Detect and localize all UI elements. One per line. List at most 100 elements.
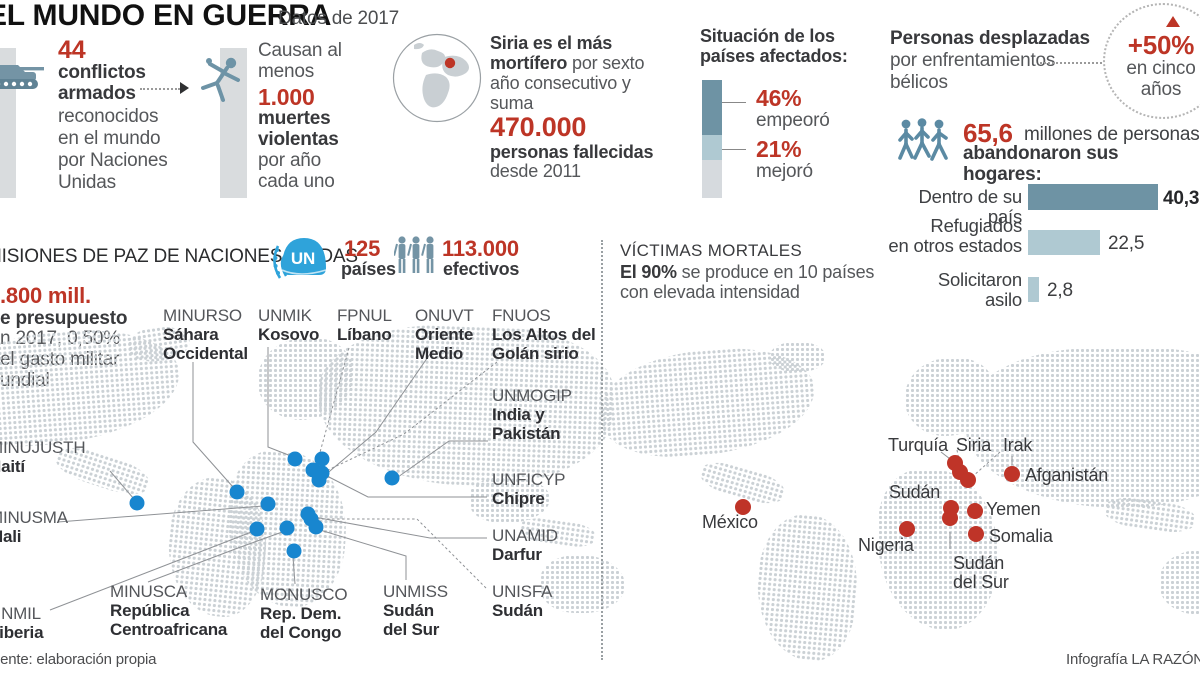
deaths-value: 1.000 xyxy=(258,84,315,110)
mission-label-unmogip: UNMOGIP India y Pakistán xyxy=(492,386,572,443)
tank-icon xyxy=(0,58,46,100)
situation-better-label: mejoró xyxy=(756,161,813,182)
mission-label-unisfa: UNISFA Sudán xyxy=(492,582,552,620)
mission-label-minurso: MINURSO Sáhara Occidental xyxy=(163,306,248,363)
mission-place: Oriente Medio xyxy=(415,325,474,363)
mission-label-fpnul: FPNUL Líbano xyxy=(337,306,392,344)
mission-place: India y Pakistán xyxy=(492,405,561,443)
victim-label-nigeria: Nigeria xyxy=(858,535,914,555)
bar-value-refugees: 22,5 xyxy=(1108,233,1145,254)
un-helmet-label: UN xyxy=(291,249,315,268)
peace-troops-value: 113.000 xyxy=(442,236,519,261)
situation-stacked-bar xyxy=(702,80,722,198)
syria-deaths-since: desde 2011 xyxy=(490,161,581,181)
mission-code: UNMOGIP xyxy=(492,386,572,405)
badge-circle xyxy=(1103,3,1200,119)
syria-deaths-value: 470.000 xyxy=(490,112,587,142)
increase-triangle-icon xyxy=(1166,16,1180,27)
situation-better-value: 21% xyxy=(756,136,802,162)
mission-label-monusco: MONUSCO Rep. Dem. del Congo xyxy=(260,585,348,642)
mission-label-onuvt: ONUVT Oriente Medio xyxy=(415,306,474,363)
situation-worse-value: 46% xyxy=(756,85,802,111)
bar-internal xyxy=(1028,184,1158,210)
mission-code: MINURSO xyxy=(163,306,242,325)
budget-label-bold: e presupuesto xyxy=(0,308,128,329)
continent-blob xyxy=(1160,550,1200,615)
budget-value: .800 mill. xyxy=(0,283,91,308)
badge-label: en cinco años xyxy=(1126,58,1196,100)
continent-blob xyxy=(878,470,998,630)
badge-value: +50% xyxy=(1127,30,1195,60)
victims-body-bold: El 90% xyxy=(620,262,677,282)
mission-label-unmiss: UNMISS Sudán del Sur xyxy=(383,582,448,639)
mission-place: República Centroafricana xyxy=(110,601,228,639)
mission-code: MONUSCO xyxy=(260,585,348,604)
syria-deaths-label: personas fallecidas xyxy=(490,142,654,162)
peace-countries-label: países xyxy=(341,259,396,279)
peace-countries-value: 125 xyxy=(344,236,381,261)
mission-place: Darfur xyxy=(492,545,542,564)
arrow-head-icon xyxy=(180,82,189,94)
mission-label-unamid: UNAMID Darfur xyxy=(492,526,558,564)
displaced-title: Personas desplazadas xyxy=(890,28,1090,49)
mission-place: Kosovo xyxy=(258,325,320,344)
peace-troops-label: efectivos xyxy=(443,259,520,279)
mission-place: Sáhara Occidental xyxy=(163,325,248,363)
mission-place: Chipre xyxy=(492,489,545,508)
conflicts-label-rest: reconocidos en el mundo por Naciones Uni… xyxy=(58,106,168,193)
bar-label-asylum: Solicitaron asilo xyxy=(937,269,1022,310)
displaced-subtitle: por enfrentamientos bélicos xyxy=(890,50,1056,93)
section-divider xyxy=(601,240,603,660)
victim-label-yemen: Yemen xyxy=(986,499,1041,519)
mission-place: Líbano xyxy=(337,325,392,344)
bar-label-refugees: Refugiados en otros estados xyxy=(888,215,1022,256)
continent-blob xyxy=(750,510,864,665)
victim-dot-turquia xyxy=(947,455,963,471)
displaced-total-bold: abandonaron sus hogares: xyxy=(963,143,1119,185)
mission-code: UNMISS xyxy=(383,582,448,601)
mission-code: UNMIK xyxy=(258,306,312,325)
continent-blob xyxy=(697,456,788,510)
deaths-label-rest: por año cada uno xyxy=(258,150,335,192)
victim-label-irak: Irak xyxy=(1003,435,1033,455)
syria-text: Siria es el más mortífero por sexto año … xyxy=(490,33,668,113)
mission-code: UNFICYP xyxy=(492,470,566,489)
mission-dot-haiti xyxy=(129,495,145,511)
mission-code: FNUOS xyxy=(492,306,551,325)
page-title: EL MUNDO EN GUERRA xyxy=(0,0,332,32)
situation-segment-rest xyxy=(702,160,722,198)
soldiers-icon xyxy=(394,234,440,280)
bar-value-asylum: 2,8 xyxy=(1047,280,1073,301)
mission-code: ONUVT xyxy=(415,306,474,325)
infographic-credit: Infografía LA RAZÓN xyxy=(1066,651,1200,668)
falling-person-icon xyxy=(193,56,249,108)
mission-place: Mali xyxy=(0,527,22,546)
deaths-intro: Causan al menos xyxy=(258,40,342,82)
mission-place: Rep. Dem. del Congo xyxy=(260,604,342,642)
page-subtitle: Datos de 2017 xyxy=(278,8,399,29)
displaced-total-value: 65,6 xyxy=(963,118,1013,148)
mission-code: UNISFA xyxy=(492,582,553,601)
syria-text-bold: Siria es el más mortífero xyxy=(490,33,613,73)
mission-label-minusma: MINUSMA Mali xyxy=(0,508,68,546)
walking-people-icon xyxy=(898,118,960,168)
displaced-total-mid: millones de personas xyxy=(1024,124,1200,145)
continent-blob xyxy=(540,555,625,613)
mission-label-minusca: MINUSCA República Centroafricana xyxy=(110,582,227,639)
situation-segment-worse xyxy=(702,80,722,135)
situation-segment-better xyxy=(702,135,722,160)
un-helmet-icon: UN xyxy=(270,226,332,286)
mission-place: Los Altos del Golán sirio xyxy=(492,325,596,363)
syria-text-rest: por sexto año consecutivo y suma xyxy=(490,53,645,113)
mission-code: MINUSMA xyxy=(0,508,68,527)
continent-blob xyxy=(770,342,825,372)
conflicts-label-bold: conflictos armados xyxy=(58,62,146,104)
victim-label-sudan: Sudán xyxy=(889,482,941,502)
bar-refugees xyxy=(1028,230,1100,255)
victim-label-turquia: Turquía xyxy=(888,435,948,455)
